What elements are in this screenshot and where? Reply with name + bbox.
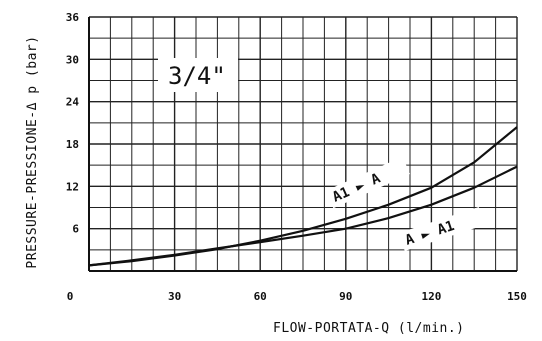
x-axis-title: FLOW-PORTATA-Q (l/min.) (273, 321, 465, 336)
y-tick-label: 12 (66, 180, 79, 193)
y-tick-label: 24 (66, 96, 80, 109)
y-tick-label: 30 (66, 53, 79, 66)
series-line-2 (88, 165, 518, 267)
tick-labels: 0 30 60 90 120 150 6 12 18 24 30 36 (66, 11, 527, 303)
annotations: 3/4" FLOW-PORTATA-Q (l/min.) PRESSURE-PR… (25, 35, 485, 336)
x-tick-label: 150 (507, 290, 527, 303)
y-tick-label: 6 (72, 223, 79, 236)
x-tick-label: 90 (339, 290, 352, 303)
series-label-bg (398, 206, 485, 251)
axes (88, 17, 517, 272)
chart-title: 3/4" (168, 62, 226, 90)
y-axis-title: PRESSURE-PRESSIONE-Δ p (bar) (25, 35, 40, 268)
x-tick-label: 30 (168, 290, 181, 303)
series-label-2: A ► A1 (403, 218, 456, 249)
y-tick-label: 36 (66, 11, 80, 24)
series-lines (88, 126, 518, 267)
x-tick-label: 60 (254, 290, 267, 303)
x-tick-label: 120 (421, 290, 441, 303)
series-label-bg (325, 156, 411, 209)
x-tick-label: 0 (67, 290, 74, 303)
size-label-bg (158, 58, 238, 92)
series-label-1: A1 ► A (330, 170, 383, 205)
y-tick-label: 18 (66, 138, 79, 151)
